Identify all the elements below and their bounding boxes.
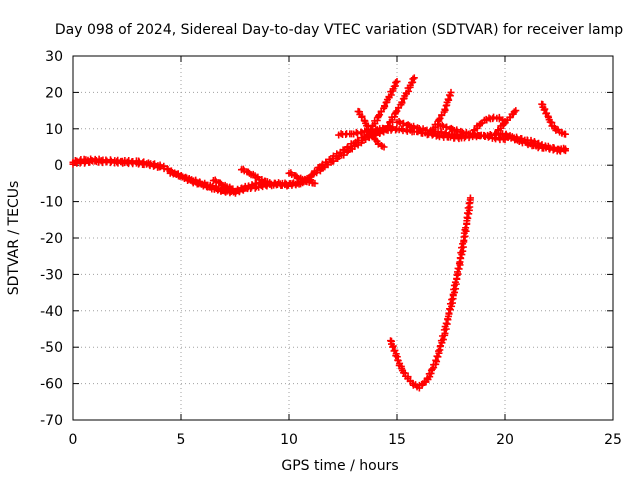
data-point bbox=[432, 356, 440, 364]
data-point bbox=[500, 120, 508, 128]
data-point bbox=[380, 143, 388, 151]
series-baseline-2 bbox=[69, 157, 163, 171]
data-point bbox=[381, 102, 389, 110]
data-point bbox=[561, 130, 569, 138]
data-point bbox=[395, 117, 403, 125]
x-tick-label: 0 bbox=[69, 432, 78, 448]
y-tick-label: 20 bbox=[45, 85, 63, 101]
series-spike-20.5 bbox=[492, 107, 520, 137]
data-point bbox=[503, 132, 511, 140]
data-point bbox=[535, 143, 543, 151]
series-short-8 bbox=[237, 165, 271, 186]
data-point bbox=[435, 347, 443, 355]
data-point bbox=[155, 163, 163, 171]
data-point bbox=[435, 116, 443, 124]
x-tick-label: 15 bbox=[388, 432, 406, 448]
data-point bbox=[375, 112, 383, 120]
y-tick-label: 30 bbox=[45, 49, 63, 65]
data-point bbox=[561, 147, 569, 155]
data-point bbox=[438, 121, 446, 129]
chart-title: Day 098 of 2024, Sidereal Day-to-day VTE… bbox=[55, 22, 623, 38]
series-plateau-upper bbox=[335, 123, 397, 139]
data-point bbox=[512, 107, 520, 115]
y-tick-label: 0 bbox=[54, 158, 63, 174]
data-point bbox=[229, 185, 237, 193]
data-points bbox=[69, 74, 569, 392]
data-point bbox=[466, 194, 474, 202]
x-axis-title: GPS time / hours bbox=[281, 458, 398, 474]
y-tick-label: -60 bbox=[40, 377, 63, 393]
x-tick-labels: 0 5 10 15 20 25 bbox=[69, 432, 622, 448]
y-tick-label: -30 bbox=[40, 267, 63, 283]
data-point bbox=[410, 74, 418, 82]
data-point bbox=[409, 75, 417, 83]
data-point bbox=[351, 142, 359, 150]
series-band-20-23 bbox=[501, 132, 569, 155]
data-point bbox=[251, 184, 259, 192]
data-point bbox=[263, 178, 271, 186]
y-tick-label: 10 bbox=[45, 122, 63, 138]
series-dip bbox=[387, 194, 474, 392]
data-point bbox=[428, 365, 436, 373]
data-point bbox=[392, 108, 400, 116]
y-tick-labels: -70 -60 -50 -40 -30 -20 -10 0 10 20 30 bbox=[40, 49, 63, 429]
data-point bbox=[392, 352, 400, 360]
data-point bbox=[439, 336, 447, 344]
y-tick-label: -70 bbox=[40, 413, 63, 429]
data-point bbox=[389, 123, 397, 131]
y-axis-title: SDTVAR / TECUs bbox=[6, 181, 22, 296]
series-lower-band bbox=[166, 168, 315, 197]
data-point bbox=[135, 159, 143, 167]
y-tick-label: -40 bbox=[40, 304, 63, 320]
data-point bbox=[441, 105, 449, 113]
axis-ticks bbox=[72, 55, 614, 421]
series-band-17-20 bbox=[436, 121, 509, 144]
data-point bbox=[343, 148, 351, 156]
x-tick-label: 10 bbox=[280, 432, 298, 448]
x-tick-label: 5 bbox=[177, 432, 186, 448]
data-point bbox=[444, 95, 452, 103]
series-spike-17.5 bbox=[428, 88, 455, 137]
series-short-10 bbox=[285, 169, 319, 187]
x-tick-label: 20 bbox=[496, 432, 514, 448]
series-short-6 bbox=[209, 176, 237, 193]
data-point bbox=[448, 296, 456, 304]
data-point bbox=[393, 77, 401, 85]
data-point bbox=[442, 319, 450, 327]
series-arch-right bbox=[538, 100, 569, 138]
data-point bbox=[447, 88, 455, 96]
data-point bbox=[470, 130, 478, 138]
y-tick-label: -10 bbox=[40, 195, 63, 211]
y-tick-label: -20 bbox=[40, 231, 63, 247]
x-tick-label: 25 bbox=[604, 432, 622, 448]
data-point bbox=[273, 181, 281, 189]
data-point bbox=[168, 168, 176, 176]
data-point bbox=[398, 98, 406, 106]
y-tick-label: -50 bbox=[40, 340, 63, 356]
series-spike-15.5 bbox=[384, 74, 418, 130]
data-point bbox=[462, 224, 470, 232]
data-point bbox=[427, 126, 435, 134]
data-point bbox=[311, 179, 319, 187]
data-point bbox=[392, 79, 400, 87]
data-point bbox=[369, 131, 377, 139]
